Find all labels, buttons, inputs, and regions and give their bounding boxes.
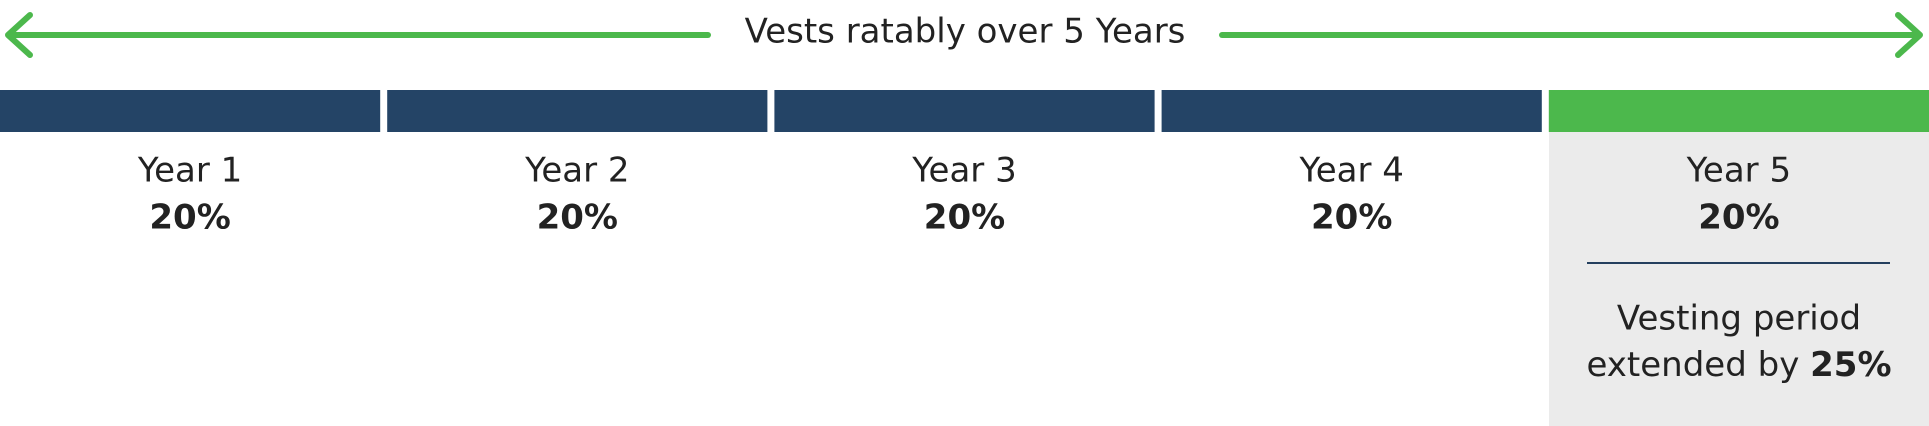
highlight-panel bbox=[1549, 132, 1929, 426]
segment-label: Year 1 bbox=[137, 151, 242, 191]
segment-label: Year 3 bbox=[911, 151, 1016, 191]
segment-bar bbox=[1161, 90, 1542, 132]
segment-percent: 20% bbox=[924, 198, 1005, 238]
title: Vests ratably over 5 Years bbox=[745, 12, 1186, 52]
segment-label: Year 2 bbox=[524, 151, 629, 191]
segment-label: Year 4 bbox=[1298, 151, 1403, 191]
arrow-left-head bbox=[5, 12, 33, 58]
segment-bar bbox=[387, 90, 768, 132]
segment-percent: 20% bbox=[1698, 198, 1779, 238]
note-emphasis: 25% bbox=[1810, 345, 1891, 385]
note-prefix: extended by bbox=[1586, 345, 1810, 385]
segment-percent: 20% bbox=[537, 198, 618, 238]
note-line-2: extended by 25% bbox=[1586, 345, 1891, 385]
segment-bar bbox=[1548, 90, 1929, 132]
span-arrow bbox=[5, 12, 1923, 58]
segment-percent: 20% bbox=[149, 198, 230, 238]
note-line-1: Vesting period bbox=[1617, 299, 1861, 339]
segment-bar bbox=[0, 90, 381, 132]
segment-label: Year 5 bbox=[1686, 151, 1791, 191]
arrow-right-head bbox=[1895, 12, 1923, 58]
segment-bar bbox=[774, 90, 1155, 132]
segment-percent: 20% bbox=[1311, 198, 1392, 238]
